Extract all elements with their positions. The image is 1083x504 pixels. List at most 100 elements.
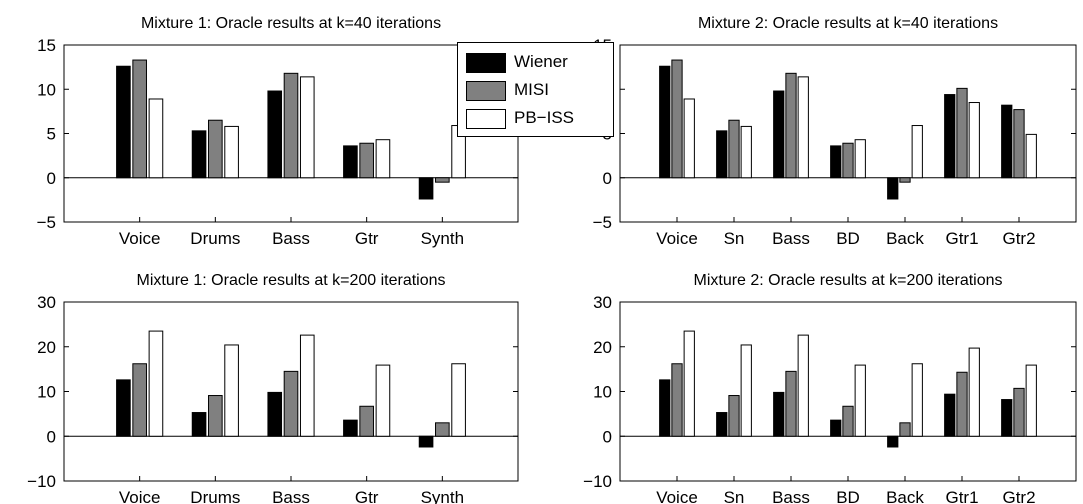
- bar-pb-iss-bass: [797, 334, 809, 437]
- bar-pb-iss-gtr2: [1025, 133, 1037, 179]
- bar-wiener-sn: [716, 412, 728, 437]
- bar-wiener-bass: [267, 90, 283, 179]
- bar-pb-iss-gtr1: [968, 102, 980, 179]
- bar-misi-voice: [671, 363, 683, 437]
- bar-misi-drums: [208, 119, 223, 179]
- bar-wiener-bd: [830, 419, 842, 437]
- bar-pb-iss-voice: [683, 330, 695, 437]
- legend-swatch-wiener: [466, 53, 506, 73]
- x-tick-label: Bass: [772, 229, 810, 248]
- bar-misi-gtr2: [1013, 387, 1025, 437]
- bar-misi-bd: [842, 405, 854, 437]
- bar-wiener-bd: [830, 145, 842, 179]
- bar-misi-bass: [785, 370, 797, 437]
- x-tick-label: Gtr2: [1002, 488, 1035, 504]
- bar-pb-iss-bass: [299, 76, 315, 179]
- x-tick-label: Gtr2: [1002, 229, 1035, 248]
- bar-wiener-voice: [659, 65, 671, 179]
- bar-misi-sn: [728, 395, 740, 437]
- bar-misi-gtr2: [1013, 109, 1025, 179]
- bar-wiener-drums: [191, 412, 207, 437]
- bar-misi-voice: [132, 363, 147, 437]
- bar-pb-iss-voice: [683, 98, 695, 179]
- bar-wiener-synth: [418, 177, 434, 200]
- y-tick-label: 0: [47, 169, 56, 188]
- y-tick-label: −5: [593, 213, 612, 232]
- legend-label-wiener: Wiener: [514, 52, 568, 71]
- x-tick-label: Voice: [119, 229, 161, 248]
- chart-panel-4: −10 0 10 20 30 Voice Sn Bass BD Back Gtr1 Gtr2 Mixtu…: [583, 272, 1077, 504]
- x-tick-label: Gtr1: [945, 488, 978, 504]
- bar-pb-iss-drums: [224, 344, 239, 437]
- bar-wiener-sn: [716, 130, 728, 179]
- y-tick-label: 0: [603, 169, 612, 188]
- chart-title: Mixture 1: Oracle results at k=200 itera…: [136, 272, 445, 289]
- bar-wiener-gtr2: [1001, 399, 1013, 437]
- bar-pb-iss-bd: [854, 139, 866, 179]
- chart-title: Mixture 2: Oracle results at k=200 itera…: [693, 272, 1002, 289]
- bar-wiener-gtr: [343, 419, 358, 437]
- x-tick-label: Sn: [724, 488, 745, 504]
- x-tick-label: Synth: [421, 488, 464, 504]
- y-tick-label: 30: [593, 293, 612, 312]
- bar-wiener-voice: [659, 379, 671, 437]
- bar-pb-iss-voice: [148, 98, 164, 179]
- bar-pb-iss-voice: [148, 330, 164, 437]
- bar-wiener-back: [887, 435, 899, 448]
- bar-wiener-drums: [191, 130, 207, 179]
- x-tick-label: BD: [836, 229, 860, 248]
- bar-pb-iss-drums: [224, 125, 239, 179]
- bar-pb-iss-bass: [797, 76, 809, 179]
- y-tick-label: 15: [37, 36, 56, 55]
- legend-swatch-misi: [466, 81, 506, 101]
- bar-misi-gtr1: [956, 87, 968, 179]
- bar-wiener-bass: [773, 391, 785, 437]
- legend-swatch-pb-iss: [466, 109, 506, 129]
- bar-misi-back: [899, 177, 911, 183]
- bar-misi-gtr: [359, 142, 374, 179]
- bar-misi-drums: [208, 395, 223, 437]
- bar-pb-iss-gtr2: [1025, 364, 1037, 437]
- bar-wiener-bass: [267, 391, 283, 437]
- y-tick-label: 5: [47, 125, 56, 144]
- bar-misi-voice: [132, 59, 147, 179]
- bar-wiener-gtr: [343, 145, 358, 179]
- y-tick-label: −10: [27, 472, 56, 491]
- x-tick-label: Drums: [190, 488, 240, 504]
- bar-pb-iss-back: [911, 363, 923, 437]
- x-tick-label: Voice: [119, 488, 161, 504]
- bar-wiener-synth: [418, 435, 434, 448]
- y-tick-label: 0: [47, 427, 56, 446]
- y-tick-label: 10: [37, 80, 56, 99]
- y-tick-label: 30: [37, 293, 56, 312]
- bar-misi-voice: [671, 59, 683, 179]
- legend-item-pb-iss: PB−ISS: [466, 107, 611, 131]
- bar-pb-iss-back: [911, 125, 923, 179]
- legend-label-misi: MISI: [514, 80, 549, 99]
- bar-misi-sn: [728, 119, 740, 179]
- bar-pb-iss-sn: [740, 125, 752, 179]
- y-tick-label: 20: [37, 338, 56, 357]
- x-tick-label: Gtr1: [945, 229, 978, 248]
- chart-title: Mixture 2: Oracle results at k=40 iterat…: [698, 15, 998, 32]
- x-tick-label: Gtr: [355, 488, 379, 504]
- x-tick-label: Back: [886, 488, 924, 504]
- x-tick-label: Voice: [656, 229, 698, 248]
- chart-panel-3: −10 0 10 20 30 Voice Drums Bass Gtr Synth Mixture …: [27, 272, 519, 504]
- bar-wiener-voice: [116, 379, 131, 437]
- bar-wiener-gtr2: [1001, 104, 1013, 179]
- legend: Wiener MISI PB−ISS: [457, 42, 614, 137]
- y-tick-label: 10: [37, 383, 56, 402]
- bar-pb-iss-bd: [854, 364, 866, 437]
- legend-item-misi: MISI: [466, 79, 611, 103]
- legend-item-wiener: Wiener: [466, 51, 611, 75]
- bar-misi-bass: [785, 72, 797, 179]
- legend-label-pb-iss: PB−ISS: [514, 108, 575, 127]
- bar-wiener-voice: [116, 65, 131, 179]
- bar-wiener-bass: [773, 90, 785, 179]
- x-tick-label: Voice: [656, 488, 698, 504]
- x-tick-label: Gtr: [355, 229, 379, 248]
- bar-pb-iss-sn: [740, 344, 752, 437]
- chart-panel-2: −5051015VoiceSnBassBDBackGtr1Gtr2Mixture…: [593, 15, 1077, 248]
